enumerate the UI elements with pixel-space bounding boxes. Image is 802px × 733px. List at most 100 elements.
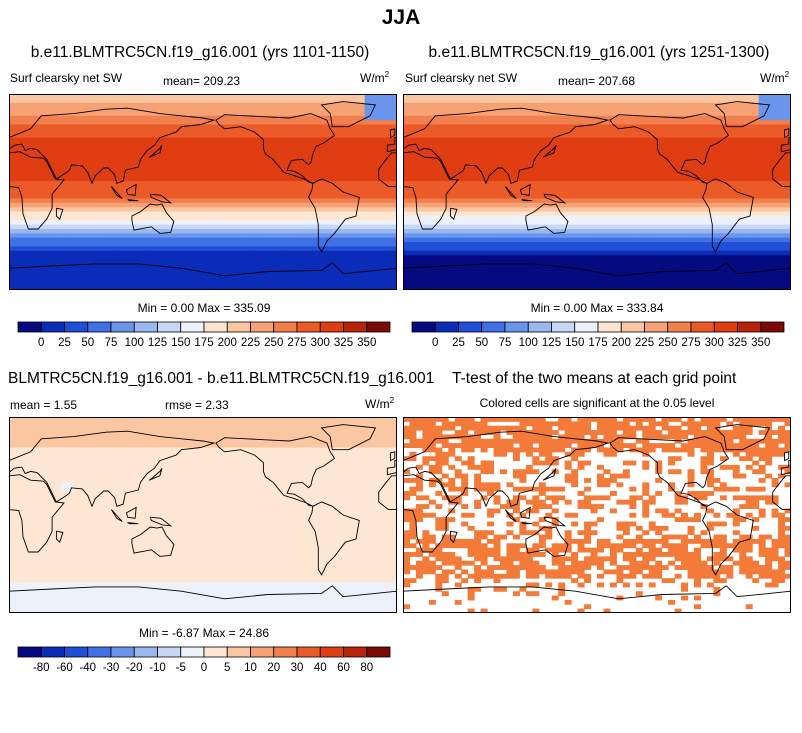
colorbar-tick-label: 350 [357,337,376,349]
grid-cell [474,189,482,195]
grid-cell [525,194,533,200]
grid-cell [622,159,630,165]
grid-cell [700,107,708,112]
grid-cell [241,272,249,278]
grid-cell [351,220,359,226]
grid-cell [512,107,520,112]
grid-cell [293,229,301,234]
grid-cell [190,211,198,217]
grid-cell [287,250,295,256]
grid-cell [138,172,146,178]
grid-cell [312,172,320,178]
grid-cell [551,207,559,213]
grid-cell [371,172,379,178]
grid-cell [435,202,443,208]
grid-cell [629,246,637,252]
grid-cell [758,202,766,208]
grid-cell [157,137,165,143]
grid-cell [293,154,301,160]
grid-cell [706,141,714,147]
grid-cell [312,220,320,226]
grid-cell [551,172,559,178]
grid-cell [745,159,753,165]
grid-cell [668,189,676,195]
grid-cell [674,120,682,125]
grid-cell [597,194,604,200]
grid-cell [674,107,682,112]
grid-cell [274,215,282,221]
grid-cell [47,102,55,108]
grid-cell [254,115,262,121]
grid-cell [106,128,113,134]
grid-cell [674,189,682,195]
grid-cell [287,185,295,191]
grid-cell [170,276,178,282]
grid-cell [177,163,185,169]
grid-cell [267,233,275,239]
grid-cell [700,250,708,256]
colorbar-swatch [203,321,228,333]
grid-cell [131,150,139,156]
grid-cell [739,159,747,165]
grid-cell [525,207,533,213]
grid-cell [306,115,314,121]
grid-cell [209,250,217,256]
grid-cell [364,276,372,282]
grid-cell [778,98,786,104]
grid-cell [93,159,101,165]
grid-cell [622,120,630,125]
grid-cell [157,128,165,134]
grid-cell [371,107,379,112]
grid-cell [351,229,359,234]
grid-cell [319,211,327,217]
grid-cell [564,115,572,121]
grid-cell [694,172,701,178]
grid-cell [125,163,133,169]
grid-cell [67,115,75,121]
grid-cell [454,133,462,139]
grid-cell [487,176,495,182]
grid-cell [248,211,256,217]
grid-cell [170,133,178,139]
grid-cell [9,124,16,130]
grid-cell [409,198,417,204]
grid-cell [28,246,36,252]
grid-cell [300,237,307,243]
grid-cell [577,163,585,169]
grid-cell [99,285,107,290]
grid-cell [157,102,165,108]
grid-cell [603,215,611,221]
grid-cell [752,189,760,195]
grid-cell [390,250,397,256]
grid-cell [196,111,204,117]
grid-cell [616,242,624,247]
grid-cell [177,98,185,104]
grid-cell [112,250,120,256]
grid-cell [758,111,766,117]
grid-cell [131,163,139,169]
grid-cell [525,215,533,221]
grid-cell [196,128,204,134]
grid-cell [687,242,695,247]
grid-cell [228,246,236,252]
grid-cell [454,189,462,195]
grid-cell [622,202,630,208]
grid-cell [655,172,663,178]
grid-cell [584,176,592,182]
grid-cell [274,172,282,178]
grid-cell [287,281,295,287]
grid-cell [300,229,307,234]
grid-cell [15,246,23,252]
grid-cell [512,215,520,221]
grid-cell [267,250,275,256]
grid-cell [461,215,469,221]
grid-cell [700,242,708,247]
grid-cell [306,233,314,239]
coastline [390,128,396,139]
grid-cell [577,124,585,130]
grid-cell [41,102,49,108]
grid-cell [622,141,630,147]
grid-cell [364,107,372,112]
grid-cell [771,211,779,217]
grid-cell [371,246,379,252]
